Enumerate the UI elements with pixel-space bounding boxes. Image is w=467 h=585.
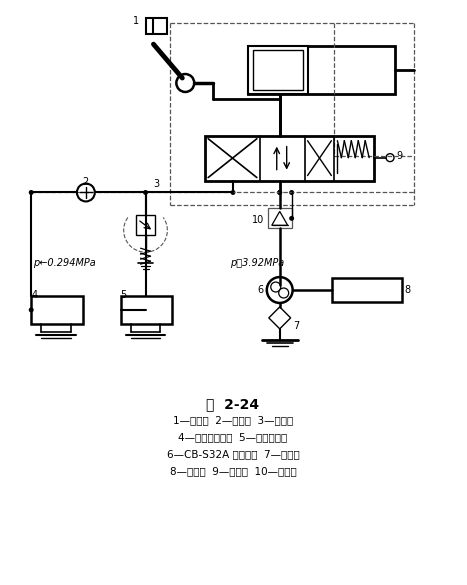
Circle shape	[386, 154, 394, 161]
Bar	[205, 136, 374, 181]
Circle shape	[289, 216, 294, 221]
Circle shape	[289, 190, 294, 195]
Circle shape	[267, 277, 293, 303]
Text: 9: 9	[396, 151, 402, 161]
Circle shape	[271, 282, 281, 292]
Text: p＝3.92MPa: p＝3.92MPa	[230, 258, 284, 268]
Text: 6—CB-S32A 齿轮油泵  7—滤油器: 6—CB-S32A 齿轮油泵 7—滤油器	[167, 449, 299, 459]
Bar	[333, 278, 402, 302]
Circle shape	[77, 184, 95, 201]
Circle shape	[177, 74, 194, 92]
Circle shape	[279, 288, 289, 298]
Text: 1: 1	[133, 16, 139, 26]
Circle shape	[143, 190, 148, 195]
Circle shape	[29, 190, 34, 195]
Bar	[268, 208, 292, 228]
Text: 2: 2	[82, 177, 88, 187]
Text: p←0.294MPa: p←0.294MPa	[33, 258, 96, 268]
Text: 4—润滑主离合器  5—润滑分动箱: 4—润滑主离合器 5—润滑分动箱	[178, 432, 288, 442]
Text: 10: 10	[252, 215, 264, 225]
Text: 6: 6	[258, 285, 264, 295]
Text: 3: 3	[154, 178, 160, 188]
Circle shape	[277, 190, 282, 195]
Bar	[146, 18, 167, 35]
Bar	[253, 50, 303, 90]
Text: 7: 7	[294, 321, 300, 331]
Text: 5: 5	[120, 290, 127, 300]
Bar	[135, 215, 156, 235]
Bar	[248, 46, 395, 94]
Text: 图  2-24: 图 2-24	[206, 397, 260, 411]
Circle shape	[29, 308, 34, 312]
Text: 4: 4	[31, 290, 37, 300]
Text: 8: 8	[404, 285, 410, 295]
Circle shape	[231, 190, 235, 195]
Bar	[248, 46, 308, 94]
Text: 8—分动箱  9—助力阀  10—安全阀: 8—分动箱 9—助力阀 10—安全阀	[170, 466, 297, 476]
Text: 1—操纵叉  2—散热器  3—安全阀: 1—操纵叉 2—散热器 3—安全阀	[173, 415, 293, 425]
Bar	[31, 296, 83, 324]
Bar	[120, 296, 172, 324]
Circle shape	[277, 190, 282, 195]
